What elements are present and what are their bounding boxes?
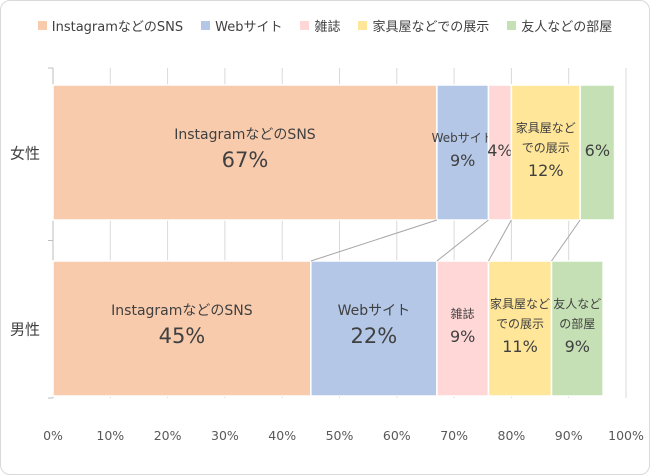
data-label: InstagramなどのSNS [174, 127, 316, 143]
data-label: Webサイト [338, 303, 411, 319]
legend-item: 友人などの部屋 [507, 16, 612, 35]
data-label: 9% [450, 327, 475, 346]
bar-segment [487, 260, 553, 397]
data-label: 9% [450, 151, 475, 170]
legend-swatch [507, 21, 517, 30]
legend-swatch [37, 21, 47, 30]
legend-label: 家具屋などでの展示 [372, 20, 490, 35]
legend-item: 家具屋などでの展示 [358, 16, 489, 35]
x-tick-label: 60% [383, 428, 411, 443]
data-label: 11% [502, 337, 538, 356]
data-label: 4% [487, 141, 512, 160]
bar-segment [579, 84, 616, 221]
category-label: 女性 [10, 145, 40, 163]
data-label: Webサイト [432, 131, 494, 145]
data-label: 45% [159, 324, 206, 348]
data-label: 22% [351, 324, 398, 348]
data-label: の部屋 [559, 316, 595, 331]
legend-label: Webサイト [215, 20, 283, 35]
series-line [551, 219, 581, 262]
series-line [436, 219, 489, 262]
x-tick-label: 100% [608, 428, 644, 443]
x-tick-label: 10% [96, 428, 124, 443]
legend-item: 雑誌 [300, 16, 340, 35]
bar-segment [510, 84, 581, 221]
bar-segment [550, 260, 604, 397]
legend-swatch [201, 21, 211, 30]
data-label: 12% [528, 161, 564, 180]
data-label: 雑誌 [451, 306, 475, 321]
x-tick-label: 80% [498, 428, 526, 443]
x-tick-label: 50% [326, 428, 354, 443]
legend-item: Webサイト [201, 16, 282, 35]
bar-segment [436, 84, 490, 221]
data-label: 6% [585, 141, 610, 160]
x-tick-label: 90% [555, 428, 583, 443]
data-label: 9% [565, 337, 590, 356]
x-tick-label: 0% [43, 428, 63, 443]
data-label: での展示 [496, 317, 544, 331]
legend-label: 雑誌 [314, 20, 341, 35]
data-label: での展示 [522, 141, 570, 155]
series-line [488, 219, 512, 262]
data-label: 友人など [553, 297, 601, 311]
bar-segment [52, 260, 312, 397]
category-label: 男性 [10, 321, 40, 339]
data-label: InstagramなどのSNS [111, 303, 253, 319]
legend-swatch [300, 21, 310, 30]
data-label: 67% [222, 148, 269, 172]
bar-segment [52, 84, 438, 221]
data-label: 家具屋など [490, 296, 550, 311]
legend: InstagramなどのSNS Webサイト 雑誌 家具屋などでの展示 友人などの部屋 [0, 16, 650, 35]
legend-label: InstagramなどのSNS [51, 20, 184, 35]
bar-segment [436, 260, 490, 397]
x-tick-label: 40% [268, 428, 296, 443]
x-tick-label: 30% [211, 428, 239, 443]
data-label: 家具屋など [516, 120, 576, 135]
legend-swatch [358, 21, 368, 30]
x-tick-label: 20% [154, 428, 182, 443]
series-line [310, 219, 438, 262]
legend-item: InstagramなどのSNS [37, 16, 184, 35]
legend-label: 友人などの部屋 [521, 20, 613, 35]
x-tick-label: 70% [440, 428, 468, 443]
bar-segment [310, 260, 438, 397]
